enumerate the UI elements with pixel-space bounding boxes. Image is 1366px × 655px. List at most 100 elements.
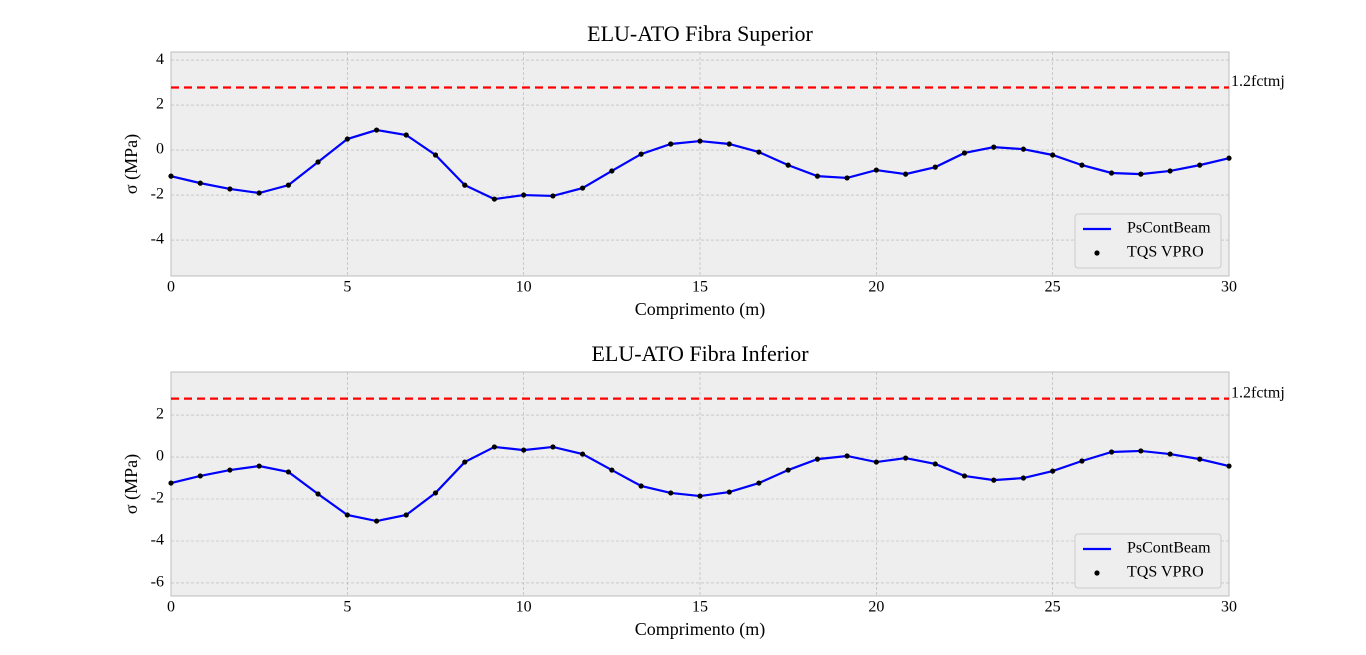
data-point [668,141,674,147]
reference-label: 1.2fctmj [1231,384,1285,401]
y-tick-label: -4 [151,231,164,248]
data-point [315,159,321,165]
data-point [844,175,850,181]
data-point [168,480,174,486]
data-point [638,483,644,489]
data-point [961,150,968,156]
data-point [697,138,703,144]
data-point [638,151,644,157]
data-point [1138,171,1144,177]
data-point [462,459,468,465]
x-tick-label: 5 [343,599,351,616]
data-point [1050,468,1056,474]
x-tick-label: 15 [692,599,708,616]
data-point [197,473,203,479]
data-point [168,173,174,179]
data-point [227,186,233,192]
data-point [697,493,703,499]
x-tick-label: 20 [868,279,884,296]
data-point [756,149,762,155]
data-point [903,171,909,177]
data-point [579,185,586,191]
legend-box [1074,533,1222,589]
data-point [932,461,938,467]
data-point [374,518,380,524]
data-point [726,489,732,495]
data-point [521,447,527,453]
legend-label: TQS VPRO [1127,564,1204,581]
data-point [785,162,791,168]
data-point [315,491,321,497]
data-point [844,453,850,459]
x-tick-label: 15 [692,279,708,296]
data-point [1138,448,1144,454]
data-point [1020,146,1026,152]
data-point [609,168,615,174]
data-point [903,455,909,461]
y-tick-label: 2 [156,96,164,113]
data-point [991,144,997,150]
data-point [1050,152,1056,158]
x-axis-label: Comprimento (m) [635,619,765,640]
x-tick-label: 30 [1221,279,1237,296]
y-tick-label: -4 [151,532,164,549]
data-point [285,182,292,188]
chart-title: ELU-ATO Fibra Superior [587,21,813,46]
x-tick-label: 25 [1045,279,1061,296]
data-point [1226,463,1232,469]
reference-label: 1.2fctmj [1231,73,1285,90]
data-point [491,196,497,202]
data-point [1020,475,1026,481]
x-tick-label: 0 [167,599,175,616]
y-tick-label: 4 [156,51,164,68]
data-point [609,467,615,473]
legend-swatch [1094,250,1100,256]
data-point [873,167,879,173]
x-tick-label: 10 [516,279,532,296]
data-point [550,444,556,450]
legend-box [1074,213,1222,269]
y-tick-label: 2 [156,406,164,423]
data-point [1167,168,1173,174]
data-point [1167,451,1173,457]
data-point [550,193,556,199]
data-point [814,173,821,179]
y-axis-label: σ (MPa) [121,454,142,514]
legend-swatch [1094,570,1100,576]
x-tick-label: 30 [1221,599,1237,616]
data-point [256,463,262,469]
data-point [579,451,586,457]
x-axis-label: Comprimento (m) [635,299,765,320]
data-point [961,473,968,479]
data-point [403,132,409,138]
y-tick-label: 0 [156,448,164,465]
legend-label: TQS VPRO [1127,244,1204,261]
data-point [344,136,350,142]
legend-label: PsContBeam [1127,540,1211,557]
x-tick-label: 10 [516,599,532,616]
plot-frame [170,51,1230,277]
data-point [197,180,203,186]
data-point [1197,456,1203,462]
y-tick-label: -2 [151,490,164,507]
legend-label: PsContBeam [1127,220,1211,237]
data-point [785,467,791,473]
data-point [491,444,497,450]
data-point [403,512,409,518]
data-point [432,152,439,158]
data-point [227,467,233,473]
data-point [462,182,468,188]
data-point [726,141,732,147]
y-tick-label: -2 [151,186,164,203]
data-point [374,127,380,133]
data-point [668,490,674,496]
data-point [256,190,262,196]
data-point [432,490,439,496]
data-point [756,480,762,486]
y-tick-label: 0 [156,141,164,158]
subplot: 0 5 10 15 20 25 30 -4 -2 0 2 4 1.2fctmj ELU-ATO Fibra… [121,21,1285,320]
x-tick-label: 5 [343,279,351,296]
data-point [1108,449,1115,455]
